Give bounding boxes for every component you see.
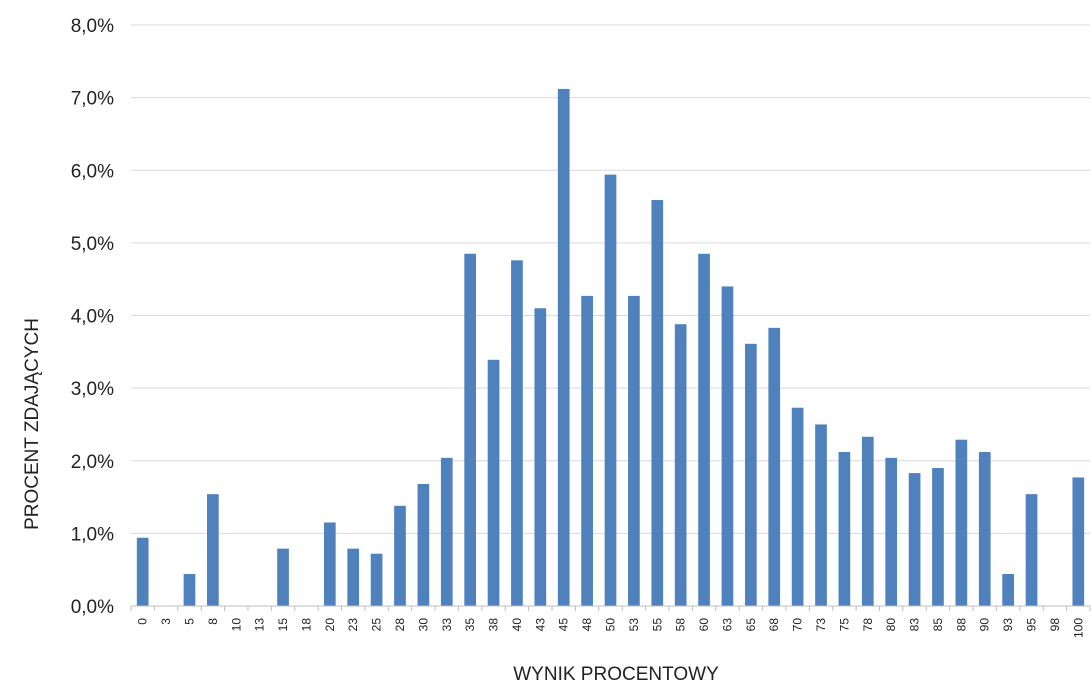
x-tick-label: 5 xyxy=(182,618,196,625)
x-tick-label: 50 xyxy=(604,618,618,632)
y-axis-tick-labels: 0,0% 1,0% 2,0% 3,0% 4,0% 5,0% 6,0% 7,0% 8,0% xyxy=(71,16,114,618)
x-tick-label: 45 xyxy=(557,618,571,632)
x-tick-label: 83 xyxy=(908,618,922,632)
bar xyxy=(323,522,336,606)
x-tick-label: 23 xyxy=(346,618,360,632)
bar xyxy=(487,359,500,606)
x-tick-label: 35 xyxy=(463,618,477,632)
x-tick-label: 18 xyxy=(299,618,313,632)
y-tick-label: 3,0% xyxy=(71,379,114,400)
y-tick-label: 0,0% xyxy=(71,597,114,618)
x-axis xyxy=(130,605,1091,611)
x-tick-label: 78 xyxy=(861,618,875,632)
x-tick-label: 70 xyxy=(791,618,805,632)
x-tick-label: 25 xyxy=(370,618,384,632)
bar xyxy=(838,452,851,606)
x-tick-label: 95 xyxy=(1025,618,1039,632)
x-tick-label: 85 xyxy=(931,618,945,632)
bar xyxy=(581,295,593,606)
bar xyxy=(1025,494,1038,606)
x-tick-label: 80 xyxy=(884,618,898,632)
x-tick-label: 3 xyxy=(159,618,173,625)
x-tick-label: 58 xyxy=(674,618,688,632)
x-tick-label: 40 xyxy=(510,618,524,632)
x-tick-label: 73 xyxy=(814,618,828,632)
x-tick-label: 75 xyxy=(837,618,851,632)
bar xyxy=(136,537,149,606)
x-tick-label: 20 xyxy=(323,618,337,632)
bar xyxy=(347,548,360,606)
x-tick-label: 100 xyxy=(1071,618,1085,638)
y-tick-label: 5,0% xyxy=(71,234,114,255)
bar xyxy=(534,308,547,606)
x-tick-label: 65 xyxy=(744,618,758,632)
bar xyxy=(207,494,219,606)
x-tick-label: 90 xyxy=(978,618,992,632)
bar xyxy=(417,483,430,606)
bar xyxy=(768,327,781,606)
bar xyxy=(557,88,570,606)
x-tick-label: 60 xyxy=(697,618,711,632)
bar xyxy=(674,324,687,606)
bars xyxy=(136,88,1085,607)
bar xyxy=(698,253,710,607)
x-tick-label: 68 xyxy=(767,618,781,632)
x-axis-label: WYNIK PROCENTOWY xyxy=(513,664,719,685)
x-tick-label: 33 xyxy=(440,618,454,632)
bar xyxy=(955,439,968,606)
x-tick-label: 63 xyxy=(720,618,734,632)
bar xyxy=(1002,574,1014,606)
y-tick-label: 6,0% xyxy=(71,161,114,182)
bar xyxy=(978,452,991,606)
bar xyxy=(744,343,757,606)
x-tick-label: 88 xyxy=(954,618,968,632)
bar xyxy=(511,260,523,606)
bar xyxy=(628,295,640,606)
bar xyxy=(394,505,406,606)
bar xyxy=(815,424,827,606)
x-tick-label: 28 xyxy=(393,618,407,632)
x-tick-label: 98 xyxy=(1048,618,1062,632)
bar xyxy=(885,457,898,606)
bar xyxy=(908,473,921,606)
x-tick-label: 38 xyxy=(487,618,501,632)
bar xyxy=(932,468,944,606)
x-tick-label: 13 xyxy=(253,618,267,632)
y-axis-label: PROCENT ZDAJĄCYCH xyxy=(22,318,43,530)
bar xyxy=(440,457,453,606)
bar xyxy=(721,286,734,606)
x-axis-tick-labels: 0 3 5 8 10 13 15 18 20 23 25 28 30 33 35 38 40 43 45 48 50 53… xyxy=(136,618,1086,638)
bar xyxy=(604,174,617,607)
x-tick-label: 30 xyxy=(416,618,430,632)
bar xyxy=(370,553,383,606)
x-tick-label: 43 xyxy=(533,618,547,632)
x-tick-label: 8 xyxy=(206,618,220,625)
x-tick-label: 93 xyxy=(1001,618,1015,632)
x-tick-label: 0 xyxy=(136,618,150,625)
x-tick-label: 48 xyxy=(580,618,594,632)
bar xyxy=(464,253,477,607)
x-tick-label: 55 xyxy=(650,618,664,632)
y-tick-label: 8,0% xyxy=(71,16,114,37)
bar xyxy=(861,436,874,606)
bar xyxy=(277,548,289,606)
y-tick-label: 2,0% xyxy=(71,452,114,473)
y-tick-label: 4,0% xyxy=(71,307,114,328)
bar xyxy=(183,574,196,606)
x-tick-label: 10 xyxy=(229,618,243,632)
x-tick-label: 15 xyxy=(276,618,290,632)
x-tick-label: 53 xyxy=(627,618,641,632)
bar xyxy=(1072,477,1085,606)
y-tick-label: 7,0% xyxy=(71,89,114,110)
y-tick-label: 1,0% xyxy=(71,524,114,545)
bar xyxy=(651,200,664,606)
bar xyxy=(791,407,804,606)
